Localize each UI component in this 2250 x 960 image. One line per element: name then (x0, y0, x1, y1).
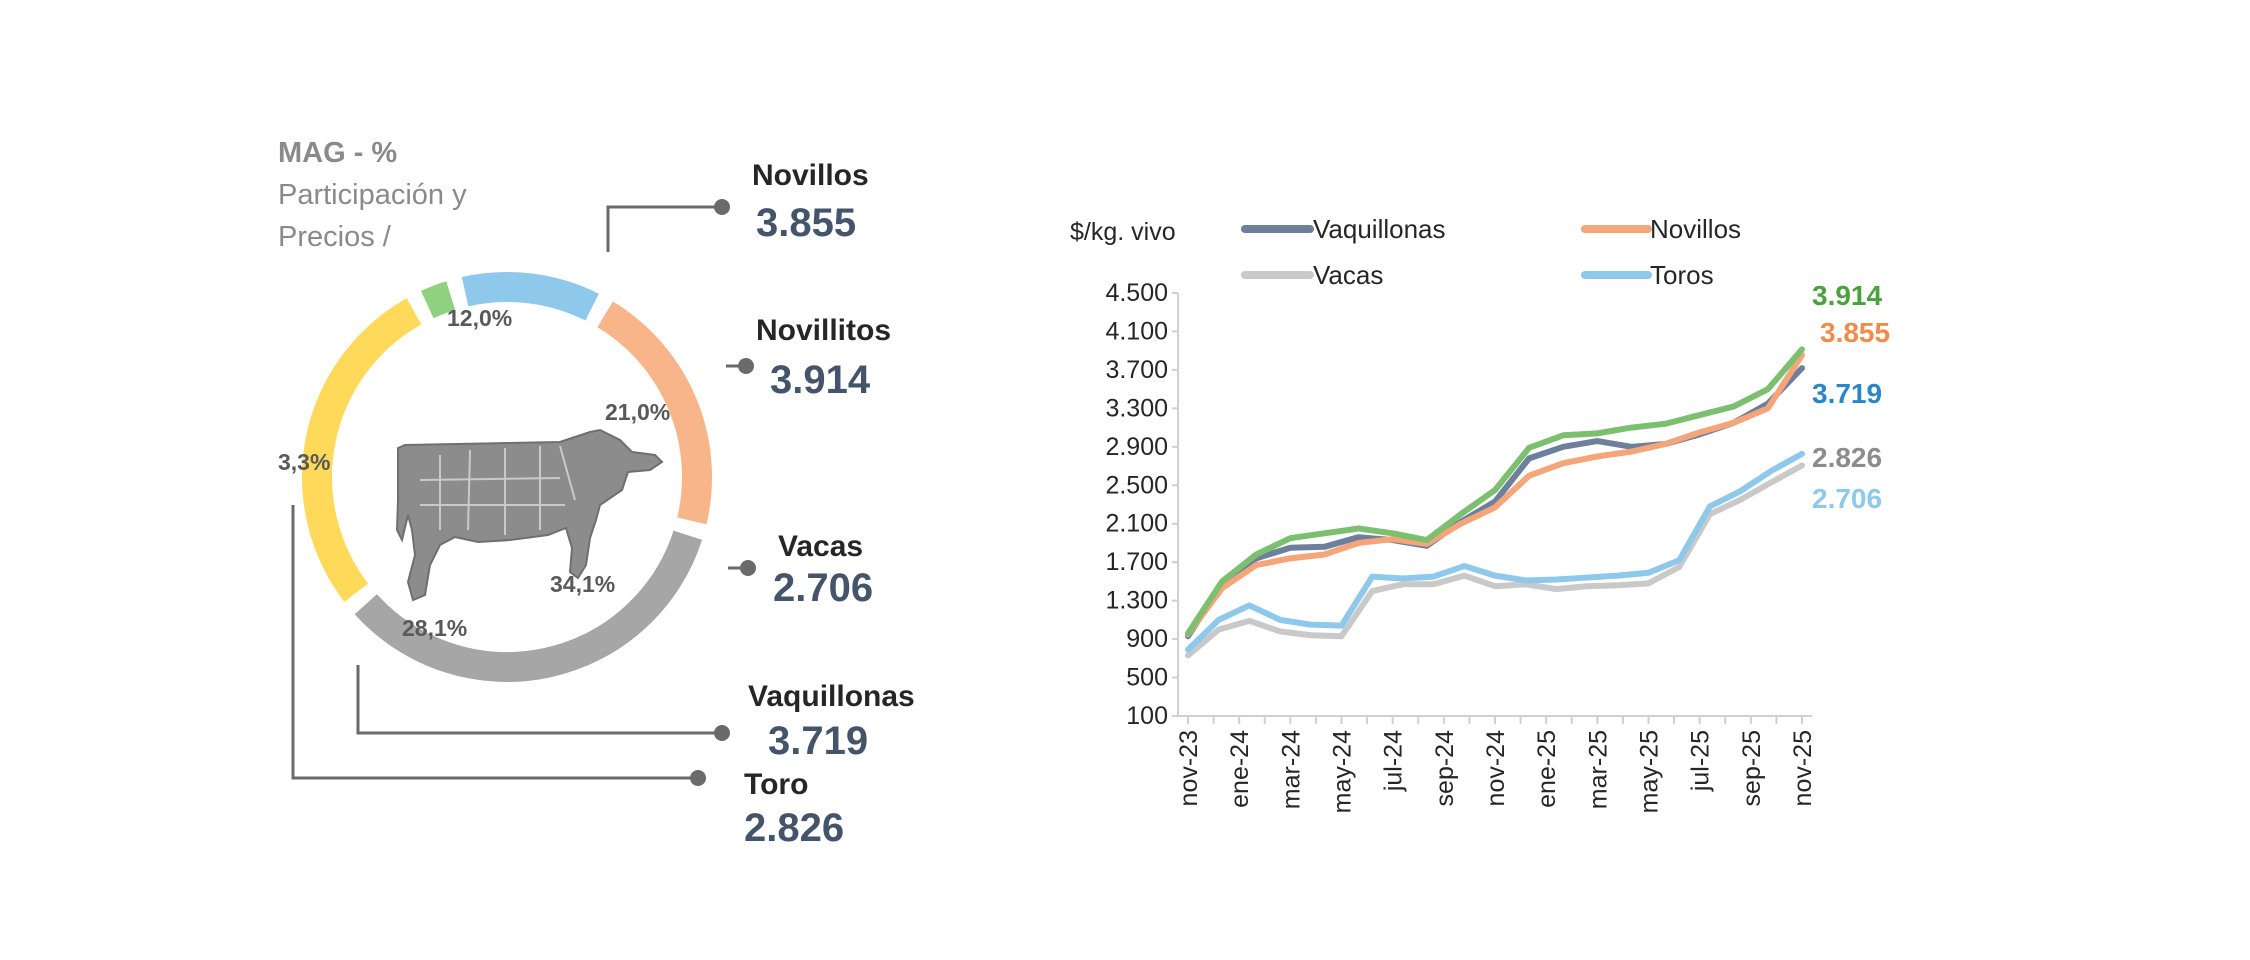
callout-name-vacas: Vacas (778, 530, 863, 563)
leader-line-novillos (606, 205, 718, 252)
x-tick-label: sep-25 (1738, 730, 1766, 806)
pct-label-toros: 12,0% (447, 305, 512, 331)
x-tick-label: ene-25 (1533, 730, 1561, 808)
x-tick-label: may-24 (1329, 730, 1357, 813)
x-tick-label: mar-24 (1277, 730, 1305, 809)
pct-label-novillitos: 3,3% (278, 449, 330, 475)
series-line-vaquillonas (1185, 365, 1805, 640)
y-tick-label: 3.300 (1105, 394, 1168, 422)
leader-dot-novillitos (738, 358, 754, 374)
series-line-vacas (1185, 462, 1805, 659)
donut-header-line-2: Participación y (278, 179, 467, 211)
x-tick-label: jul-24 (1380, 730, 1408, 792)
donut-segment-toros (461, 272, 599, 321)
x-tick-label: may-25 (1636, 730, 1664, 813)
legend-label-vacas: Vacas (1313, 260, 1383, 290)
callout-price-vaquillonas: 3.719 (768, 719, 868, 763)
callout-price-toro: 2.826 (744, 806, 844, 850)
pct-label-novillos: 21,0% (605, 399, 670, 425)
donut-segment-vacas (354, 530, 703, 682)
legend-label-novillos: Novillos (1650, 214, 1741, 244)
callout-price-vacas: 2.706 (773, 566, 873, 610)
x-tick-label: nov-23 (1175, 730, 1203, 806)
leader-dot-novillos (714, 199, 730, 215)
y-tick-label: 3.700 (1105, 356, 1168, 384)
chart-series (1185, 346, 1805, 659)
leader-dot-vaquillonas (714, 725, 730, 741)
callout-name-toro: Toro (744, 768, 808, 801)
donut-segment-novillitos (420, 281, 456, 319)
y-tick-label: 2.900 (1105, 433, 1168, 461)
line-chart: $/kg. vivo Vaquillonas Novillos Vacas To… (1070, 214, 1890, 813)
x-tick-label: nov-24 (1482, 730, 1510, 807)
donut-panel: MAG - % Participación y Precios / (278, 137, 915, 850)
series-line-toros (1185, 450, 1805, 653)
x-tick-label: nov-25 (1789, 730, 1817, 806)
series-line-novillos (1185, 352, 1805, 638)
series-line-novillitos (1185, 346, 1805, 637)
legend-label-vaquillonas: Vaquillonas (1313, 214, 1446, 244)
callout-price-novillos: 3.855 (756, 201, 856, 245)
pct-label-vacas: 34,1% (550, 571, 615, 597)
callout-name-vaquillonas: Vaquillonas (748, 680, 915, 713)
y-tick-label: 500 (1126, 664, 1168, 692)
leader-line-toro (291, 505, 694, 780)
leader-line-vaquillonas (356, 665, 718, 735)
end-value-label: 3.719 (1812, 378, 1882, 409)
end-value-label: 2.706 (1812, 483, 1882, 514)
y-tick-label: 100 (1126, 702, 1168, 730)
y-tick-label: 4.100 (1105, 317, 1168, 345)
y-tick-label: 1.300 (1105, 587, 1168, 615)
leader-dot-vacas (740, 560, 756, 576)
x-tick-label: mar-25 (1584, 730, 1612, 809)
y-tick-label: 1.700 (1105, 548, 1168, 576)
end-value-label: 3.914 (1812, 280, 1882, 311)
pct-label-vaquillonas: 28,1% (402, 615, 467, 641)
leader-dot-toro (690, 770, 706, 786)
leader-lines (291, 205, 744, 780)
donut-header-line-3: Precios / (278, 221, 392, 253)
end-value-label: 2.826 (1812, 442, 1882, 473)
y-tick-label: 900 (1126, 625, 1168, 653)
donut-ring (302, 272, 712, 682)
y-tick-label: 2.100 (1105, 510, 1168, 538)
leader-dots (690, 199, 756, 786)
cow-beef-cuts-icon (395, 428, 664, 602)
donut-segment-vaquillonas (302, 298, 422, 602)
callout-name-novillos: Novillos (752, 159, 869, 192)
donut-header-line-1: MAG - % (278, 137, 397, 169)
x-tick-label: jul-25 (1687, 730, 1715, 792)
chart-legend: Vaquillonas Novillos Vacas Toros (1241, 214, 1741, 290)
callout-price-novillitos: 3.914 (770, 358, 871, 402)
y-tick-label: 4.500 (1105, 279, 1168, 307)
chart-axes: 4.500 4.100 3.700 3.300 2.900 2.500 2.100 1.700… (1105, 279, 1817, 813)
y-axis-label: $/kg. vivo (1070, 218, 1176, 246)
x-tick-label: sep-24 (1431, 730, 1459, 807)
callout-name-novillitos: Novillitos (756, 314, 891, 347)
donut-segment-novillos (597, 301, 712, 525)
end-value-label: 3.855 (1820, 317, 1890, 348)
y-tick-label: 2.500 (1105, 471, 1168, 499)
x-tick-label: ene-24 (1226, 730, 1254, 808)
chart-end-labels: 3.914 3.855 3.719 2.826 2.706 (1812, 280, 1890, 514)
legend-label-toros: Toros (1650, 260, 1714, 290)
